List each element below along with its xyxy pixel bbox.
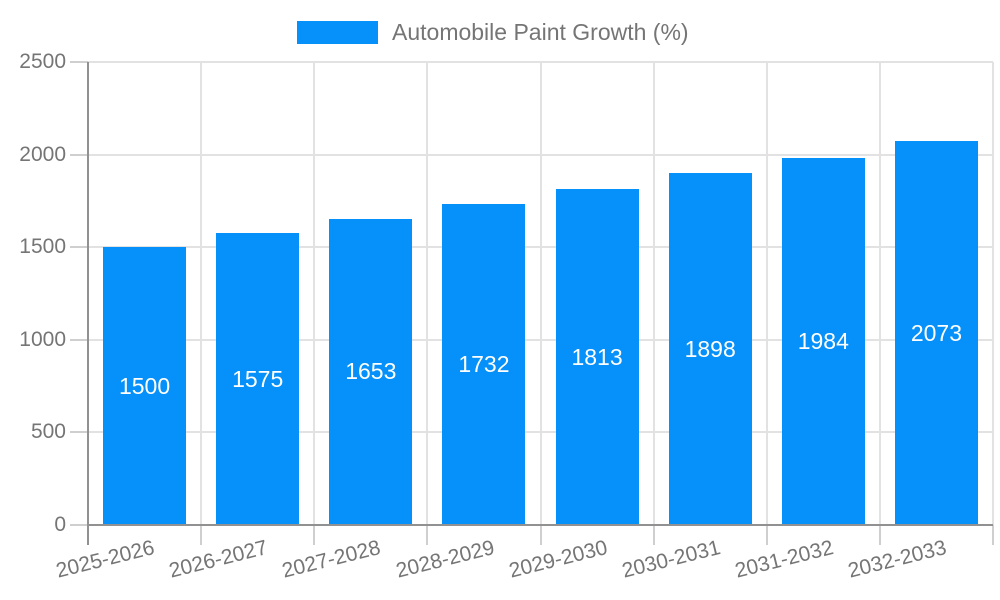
y-tick [70, 246, 88, 249]
x-tick-label: 2026-2027 [166, 536, 271, 583]
x-gridline [313, 62, 316, 525]
bar: 2073 [894, 141, 978, 525]
y-tick [70, 338, 88, 341]
bar-value-label: 2073 [910, 319, 963, 346]
bar: 1500 [103, 247, 187, 525]
bar-value-label: 1984 [797, 327, 849, 354]
x-gridline [426, 62, 429, 525]
y-tick-label: 2500 [19, 50, 66, 73]
y-tick [70, 524, 88, 526]
y-tick-label: 1500 [19, 235, 66, 259]
bar-value-label: 1653 [345, 358, 397, 385]
x-tick-label: 2025-2026 [53, 536, 157, 583]
x-tick [200, 525, 203, 545]
x-tick [87, 525, 89, 545]
x-tick-label: 2032-2033 [845, 536, 949, 583]
y-tick [70, 61, 88, 63]
y-axis-line [87, 62, 89, 527]
legend-item[interactable]: Automobile Paint Growth (%) [297, 19, 689, 46]
x-tick [426, 525, 429, 545]
x-tick-label: 2028-2029 [393, 536, 497, 583]
x-gridline [200, 62, 203, 525]
bar-value-label: 1813 [571, 343, 623, 370]
x-gridline [765, 62, 768, 525]
y-tick-label: 1000 [19, 327, 66, 351]
x-gridline [992, 62, 994, 525]
y-tick-label: 0 [54, 513, 66, 536]
x-axis-line [88, 524, 993, 526]
bar: 1575 [216, 233, 300, 525]
x-tick [765, 525, 768, 545]
bar: 1984 [781, 157, 865, 525]
x-tick-label: 2031-2032 [732, 536, 836, 583]
x-tick [539, 525, 542, 545]
x-gridline [539, 62, 542, 525]
y-tick-label: 2000 [19, 142, 66, 166]
bar: 1653 [329, 218, 413, 525]
x-tick [313, 525, 316, 545]
x-tick-label: 2027-2028 [280, 536, 384, 583]
bar-value-label: 1575 [232, 365, 284, 392]
x-gridline [652, 62, 655, 525]
x-gridline [878, 62, 881, 525]
bar-value-label: 1898 [684, 335, 736, 362]
bar: 1813 [555, 189, 639, 525]
legend-label: Automobile Paint Growth (%) [392, 19, 689, 45]
y-tick [70, 153, 88, 156]
x-tick-label: 2030-2031 [619, 536, 723, 583]
bar-value-label: 1500 [118, 372, 171, 399]
x-tick-label: 2029-2030 [506, 536, 610, 583]
y-tick-label: 500 [30, 420, 66, 444]
x-tick [652, 525, 655, 545]
bar: 1732 [442, 204, 526, 525]
x-tick [992, 525, 994, 545]
legend-swatch [297, 21, 378, 44]
x-tick [878, 525, 881, 545]
bar: 1898 [668, 173, 752, 525]
y-tick [70, 431, 88, 434]
bar-value-label: 1732 [458, 351, 510, 378]
